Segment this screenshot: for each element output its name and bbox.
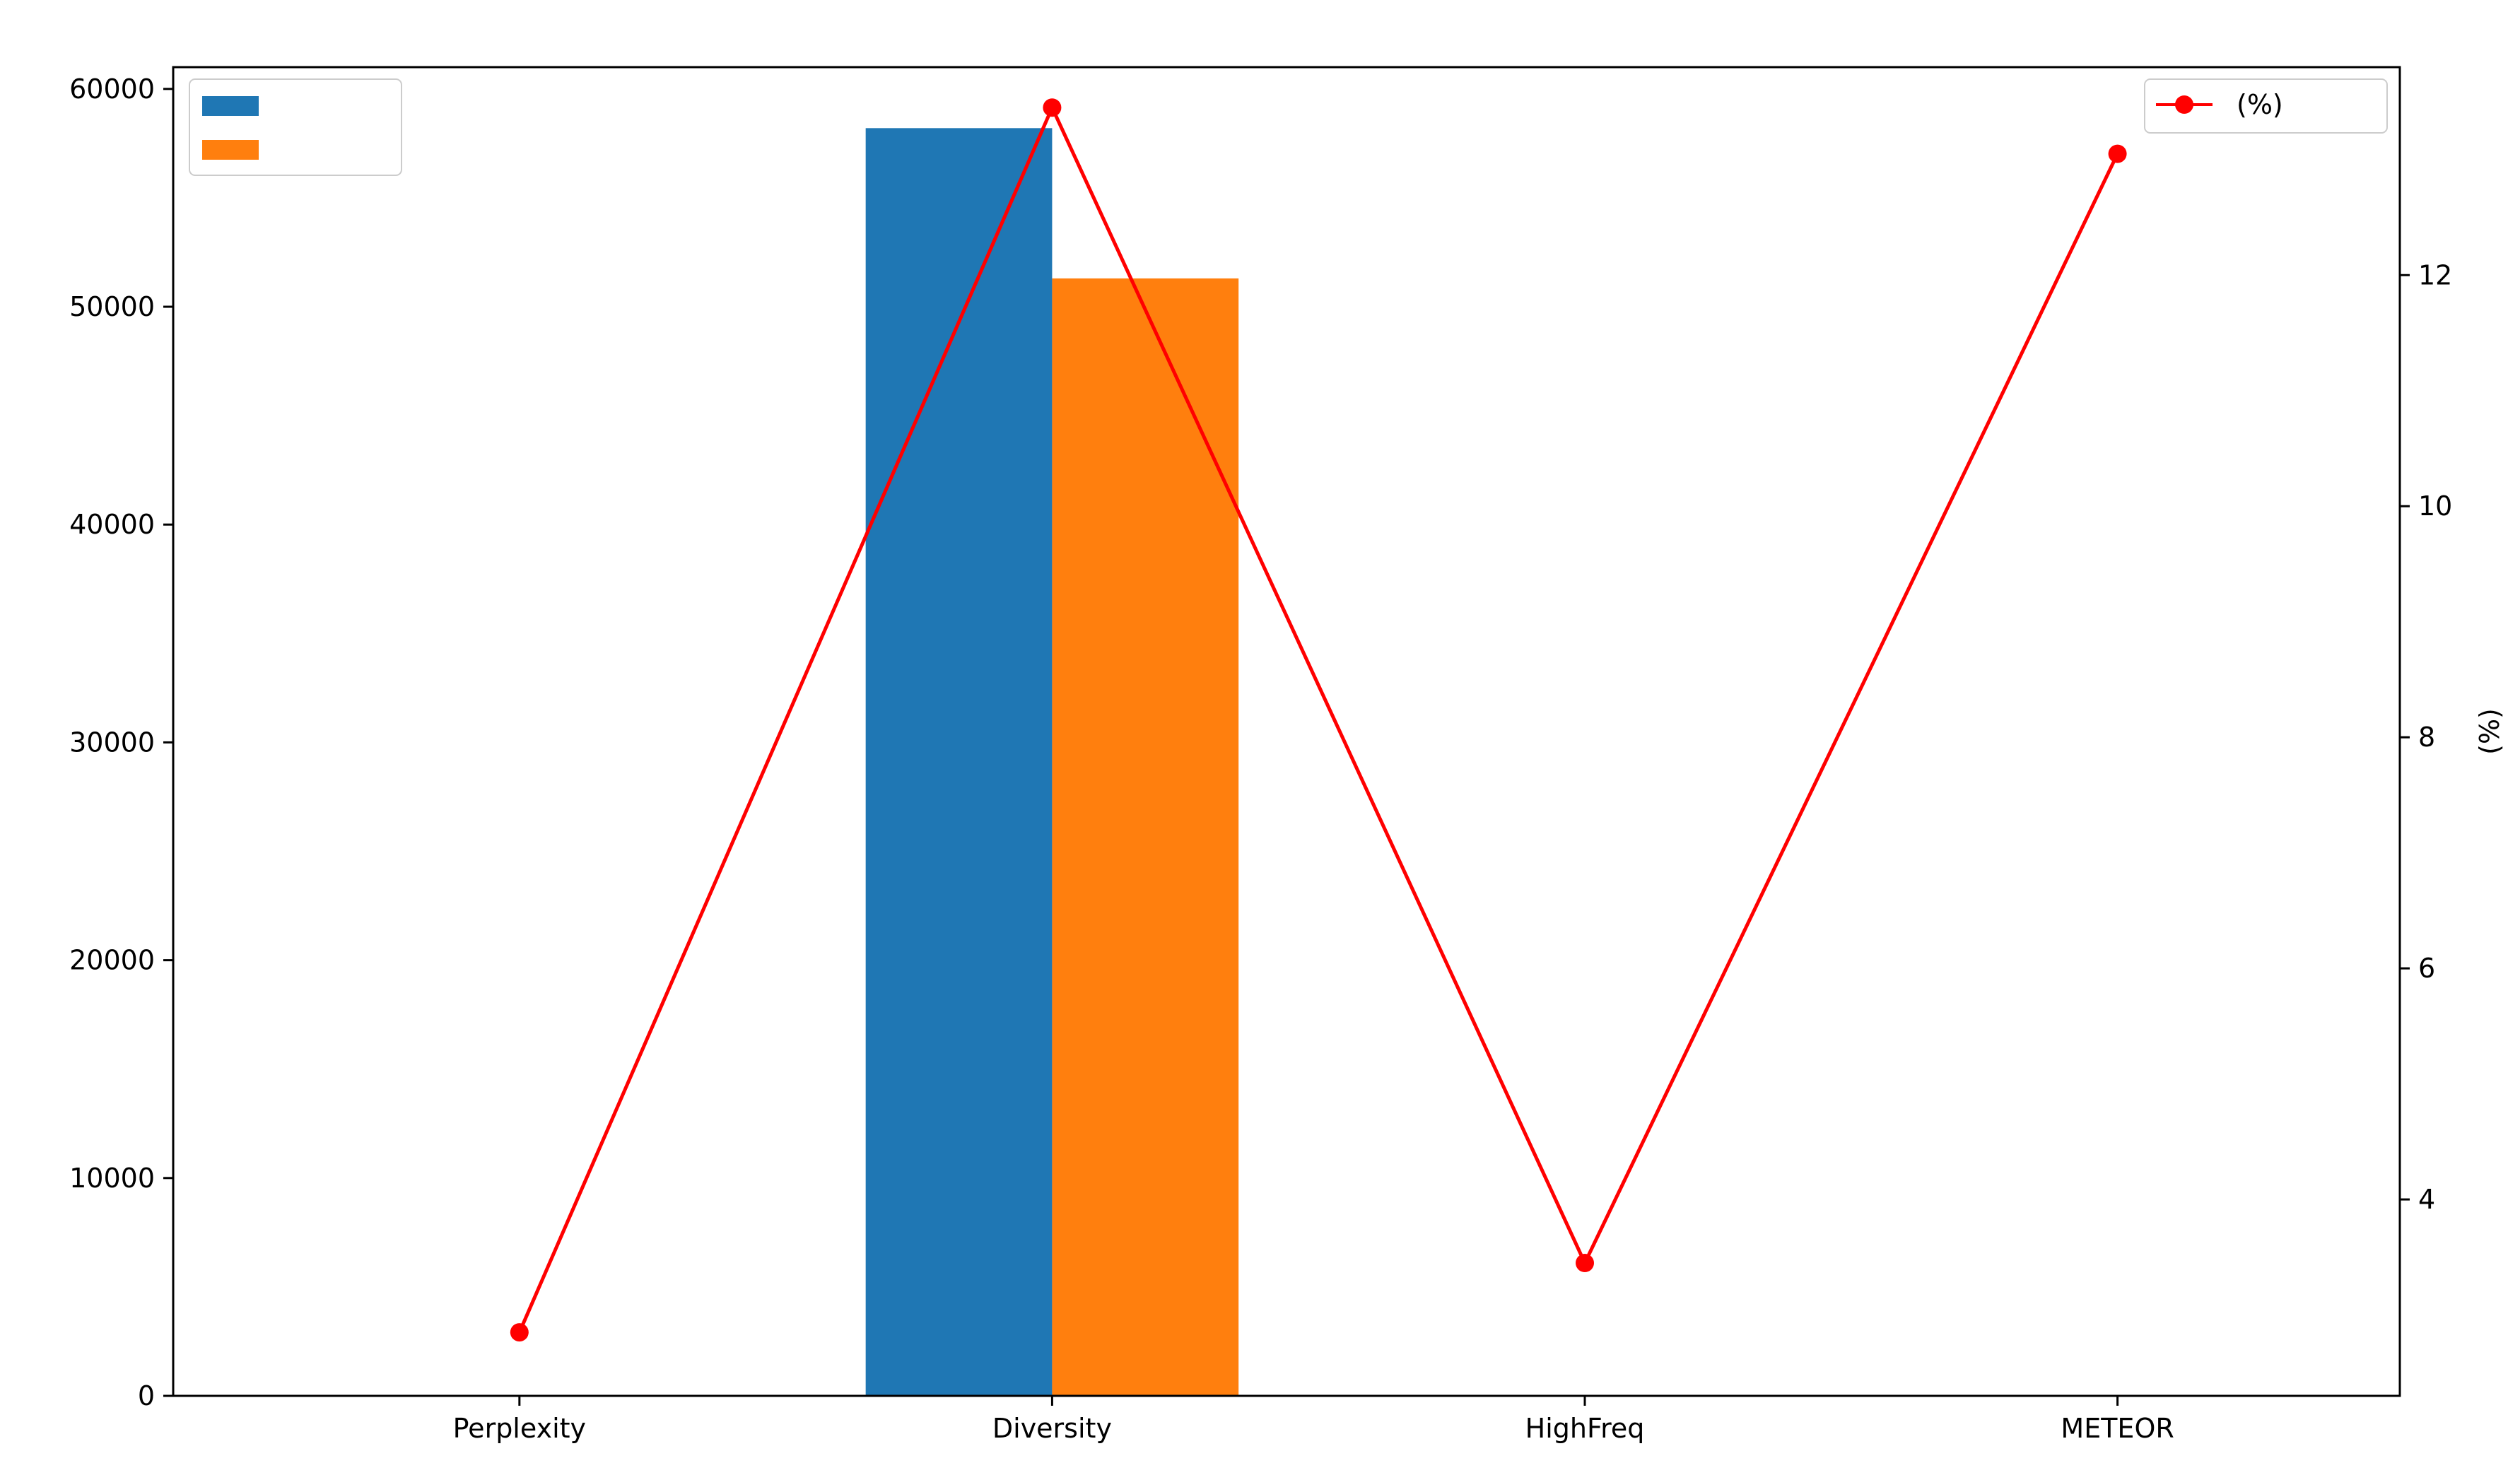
bar-series-1-diversity bbox=[865, 128, 1053, 1396]
line-point-meteor bbox=[2108, 144, 2127, 163]
legend-bars-frame bbox=[189, 78, 402, 176]
y2-tick-label-6: 6 bbox=[2418, 953, 2435, 984]
line-series-path bbox=[517, 105, 2119, 1334]
y-tick-label-10000: 10000 bbox=[69, 1163, 155, 1194]
bar-series-2-diversity bbox=[1052, 278, 1239, 1397]
line-layer bbox=[510, 98, 2127, 1342]
y2-tick-label-12: 12 bbox=[2418, 259, 2452, 290]
y-axis-right: 4 6 8 10 12 bbox=[2400, 259, 2452, 1215]
legend-swatch-marker bbox=[2175, 95, 2193, 114]
y2-tick-label-8: 8 bbox=[2418, 722, 2435, 753]
x-tick-label-meteor: METEOR bbox=[2061, 1413, 2174, 1444]
y2-tick-label-4: 4 bbox=[2418, 1184, 2435, 1215]
y-tick-label-20000: 20000 bbox=[69, 945, 155, 976]
y-tick-label-0: 0 bbox=[138, 1380, 155, 1411]
legend-label-line-series: (%) bbox=[2237, 89, 2283, 120]
line-point-diversity bbox=[1043, 98, 1062, 117]
y2-axis-title: (%) bbox=[2474, 708, 2505, 755]
y-tick-label-50000: 50000 bbox=[69, 291, 155, 322]
x-tick-label-diversity: Diversity bbox=[992, 1413, 1112, 1444]
legend-swatch-bar-series-1 bbox=[202, 96, 259, 116]
legend-line: (%) bbox=[2144, 78, 2388, 134]
y2-tick-label-10: 10 bbox=[2418, 490, 2452, 522]
y-tick-label-60000: 60000 bbox=[69, 74, 155, 105]
y-tick-label-30000: 30000 bbox=[69, 727, 155, 758]
x-tick-label-highfreq: HighFreq bbox=[1525, 1413, 1645, 1444]
y-axis-left: 0 10000 20000 30000 40000 50000 60000 bbox=[69, 74, 173, 1411]
legend-line-frame bbox=[2144, 78, 2388, 134]
line-point-perplexity bbox=[510, 1323, 529, 1342]
legend-swatch-bar-series-2 bbox=[202, 140, 259, 160]
line-point-highfreq bbox=[1576, 1254, 1595, 1272]
y-tick-label-40000: 40000 bbox=[69, 509, 155, 540]
x-tick-label-perplexity: Perplexity bbox=[453, 1413, 586, 1444]
legend-bars bbox=[189, 78, 402, 176]
plot-frame bbox=[172, 66, 2401, 1397]
bar-layer bbox=[333, 128, 1239, 1397]
x-axis: Perplexity Diversity HighFreq METEOR bbox=[453, 1396, 2174, 1444]
